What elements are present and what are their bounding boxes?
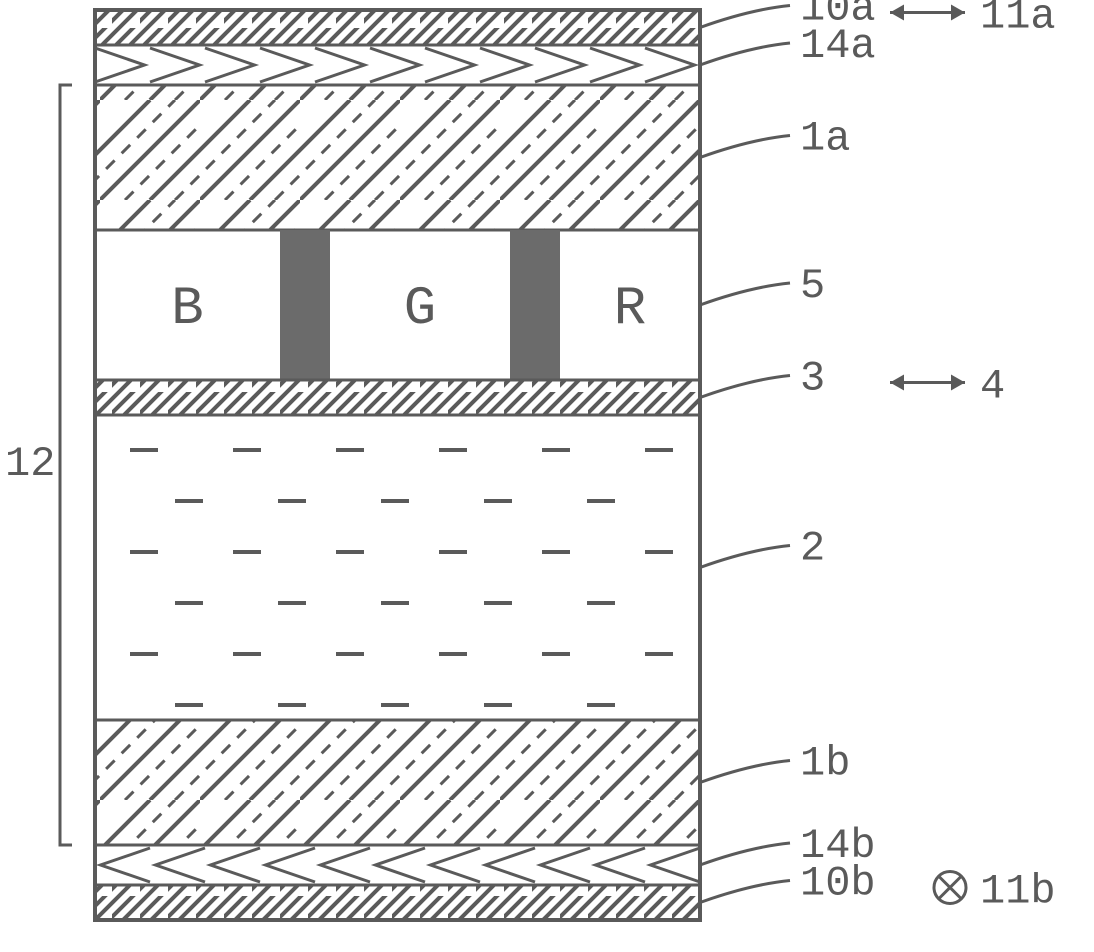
- label-14a: 14a: [800, 22, 876, 70]
- layer-3: [95, 380, 700, 415]
- layer-5: BGR: [95, 230, 700, 380]
- bgr-separator: [280, 230, 330, 380]
- label-1b: 1b: [800, 740, 850, 788]
- label-5: 5: [800, 262, 825, 310]
- layer-2: [95, 415, 700, 720]
- leader-10a: [700, 6, 790, 28]
- layer-10a: [95, 10, 700, 45]
- diagram-root: 10a11a14a1aBGR53421b14b10b11b12: [0, 0, 1094, 952]
- bgr-separator: [510, 230, 560, 380]
- bracket-12: [60, 85, 72, 845]
- layer-1a: [95, 85, 700, 230]
- bgr-letter-r: R: [614, 279, 646, 340]
- label-3: 3: [800, 355, 825, 403]
- bgr-letter-b: B: [171, 279, 203, 340]
- bgr-letter-g: G: [404, 279, 436, 340]
- leader-5: [700, 283, 790, 305]
- label-11b: 11b: [980, 868, 1056, 916]
- label-12: 12: [5, 440, 55, 488]
- layer-14b: [35, 840, 760, 890]
- label-2: 2: [800, 525, 825, 573]
- label-1a: 1a: [800, 115, 850, 163]
- leader-3: [700, 376, 790, 398]
- leader-1a: [700, 136, 790, 158]
- layer-10b: [95, 885, 700, 920]
- layer-14a: [35, 40, 760, 90]
- label-11a: 11a: [980, 0, 1056, 41]
- label-4: 4: [980, 363, 1005, 411]
- layer-1b: [95, 720, 700, 845]
- leader-1b: [700, 761, 790, 783]
- leader-2: [700, 546, 790, 568]
- label-10b: 10b: [800, 860, 876, 908]
